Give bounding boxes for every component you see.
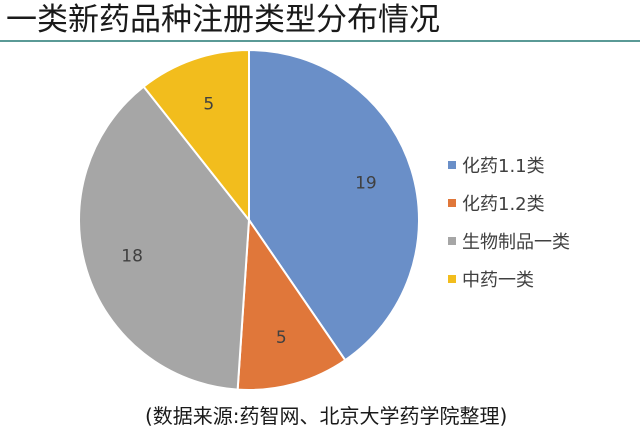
legend-item: 中药一类 <box>448 262 570 296</box>
legend-label: 中药一类 <box>462 270 534 291</box>
legend-label: 化药1.1类 <box>462 156 545 177</box>
legend: 化药1.1类 化药1.2类 生物制品一类 中药一类 <box>448 148 570 300</box>
pie-data-label: 5 <box>203 94 214 114</box>
pie-data-labels: 19 5 18 5 <box>121 94 376 348</box>
chart-title: 一类新药品种注册类型分布情况 <box>6 2 440 38</box>
pie-slices <box>78 48 420 391</box>
legend-swatch <box>448 161 456 169</box>
legend-swatch <box>448 199 456 207</box>
pie-slice <box>142 48 250 223</box>
legend-item: 化药1.1类 <box>448 148 570 182</box>
pie-slice <box>78 85 251 391</box>
title-underline <box>0 40 640 42</box>
pie-data-label: 19 <box>355 174 377 194</box>
pie-slice <box>236 217 347 391</box>
legend-label: 生物制品一类 <box>462 232 570 253</box>
legend-label: 化药1.2类 <box>462 194 545 215</box>
source-note: (数据来源:药智网、北京大学药学院整理) <box>145 404 508 428</box>
legend-item: 生物制品一类 <box>448 224 570 258</box>
pie-data-label: 5 <box>276 328 287 348</box>
legend-swatch <box>448 237 456 245</box>
pie-slice <box>248 48 420 362</box>
legend-item: 化药1.2类 <box>448 186 570 220</box>
legend-swatch <box>448 275 456 283</box>
pie-data-label: 18 <box>121 246 143 266</box>
